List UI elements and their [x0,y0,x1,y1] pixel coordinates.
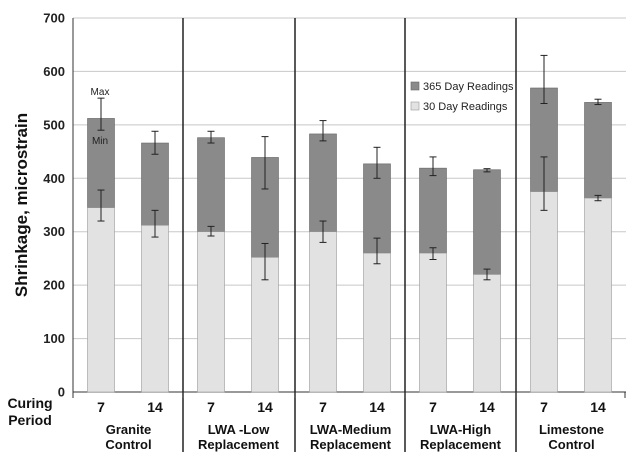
y-tick-label: 100 [43,331,65,346]
bar-365-day [584,102,612,199]
curing-period-label: 14 [590,399,606,415]
curing-period-label: 7 [429,399,437,415]
group-label: LWA-Medium [310,422,392,437]
curing-period-label: 7 [319,399,327,415]
legend-label-30-day: 30 Day Readings [423,101,508,113]
legend-swatch-30-day [410,101,420,111]
group-label: Control [548,437,594,452]
group-label: Replacement [198,437,280,452]
bar-365-day [473,169,501,275]
curing-period-label: 7 [540,399,548,415]
y-tick-label: 200 [43,278,65,293]
bar-30-day [309,231,337,393]
curing-period-label: 7 [97,399,105,415]
bar-30-day [419,252,447,393]
bar-30-day [363,252,391,393]
y-tick-label: 300 [43,224,65,239]
group-label: Replacement [310,437,392,452]
curing-period-label: 14 [369,399,385,415]
group-label: Replacement [420,437,502,452]
curing-period-label: 14 [147,399,163,415]
y-tick-label: 400 [43,171,65,186]
curing-period-title: Curing [7,395,52,411]
group-label: Granite [106,422,152,437]
y-tick-label: 700 [43,11,65,26]
max-annotation: Max [91,87,110,98]
legend-label-365-day: 365 Day Readings [423,81,514,93]
y-tick-label: 500 [43,117,65,132]
bar-30-day [473,274,501,393]
curing-period-title: Period [8,412,52,428]
bar-30-day [584,197,612,393]
bar-30-day [141,225,169,393]
bar-30-day [197,231,225,393]
group-label: LWA -Low [208,422,271,437]
y-tick-label: 0 [58,385,65,400]
y-axis-title: Shrinkage, microstrain [12,113,31,297]
bar-365-day [309,133,337,233]
bar-30-day [530,191,558,393]
bar-365-day [419,167,447,254]
bar-30-day [87,207,115,393]
min-annotation: Min [92,136,108,147]
bar-365-day [197,137,225,233]
group-label: Control [105,437,151,452]
curing-period-label: 14 [257,399,273,415]
group-label: Limestone [539,422,604,437]
y-tick-label: 600 [43,64,65,79]
legend-swatch-365-day [410,81,420,91]
curing-period-label: 7 [207,399,215,415]
group-label: LWA-High [430,422,491,437]
curing-period-label: 14 [479,399,495,415]
